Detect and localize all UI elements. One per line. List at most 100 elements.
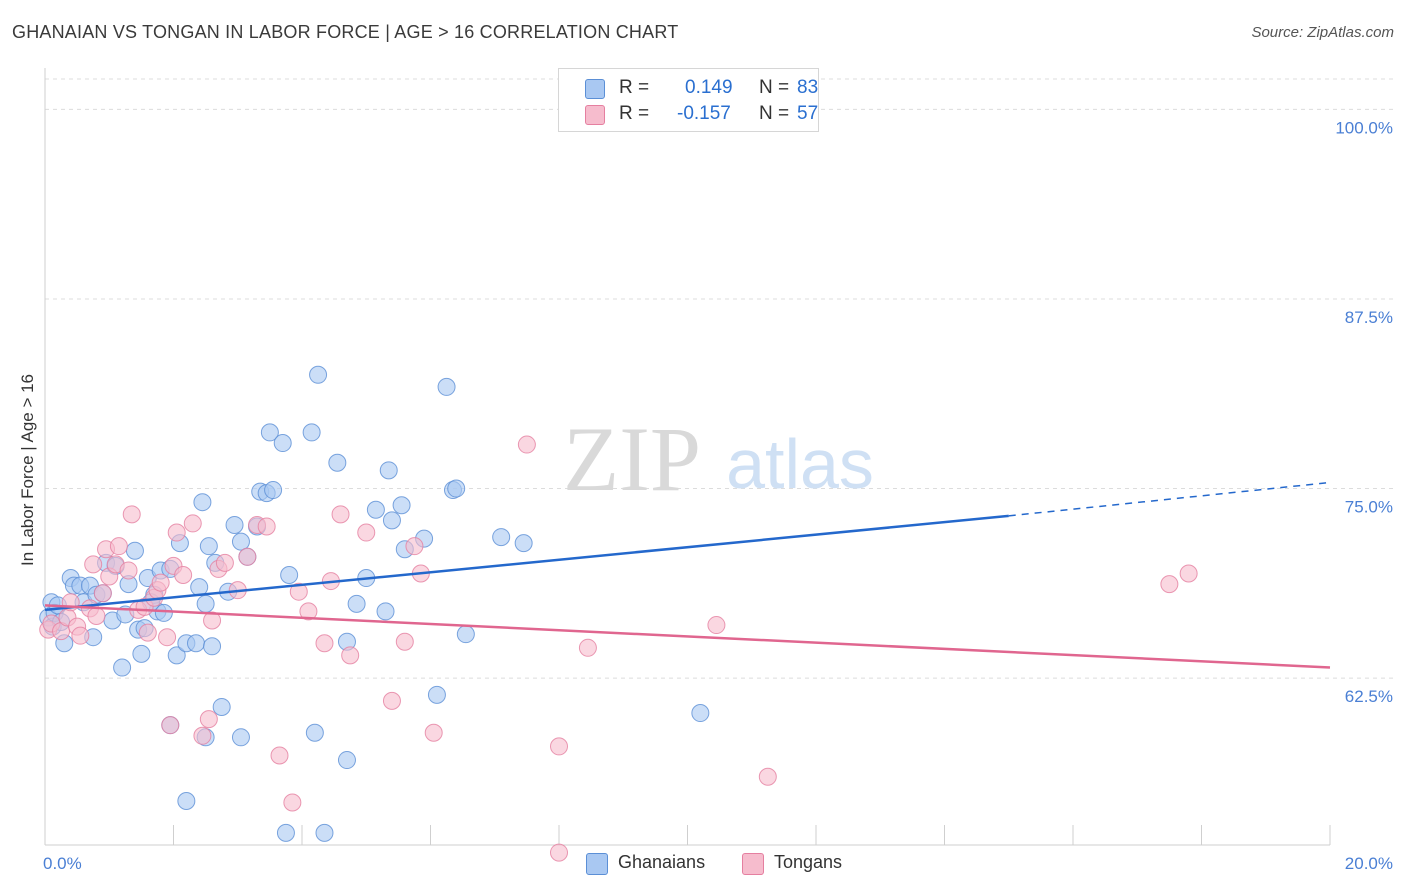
ghanaian-point (280, 566, 299, 585)
ghanaian-point (132, 644, 151, 663)
tongan-point (215, 553, 234, 572)
y-tick-label: 100.0% (1335, 118, 1393, 137)
tongan-point (299, 602, 318, 621)
ghanaian-point (231, 728, 250, 747)
tongan-point (331, 505, 350, 524)
legend-r-value: -0.157 (677, 103, 731, 124)
tongan-point (174, 566, 193, 585)
ghanaian-point (260, 423, 279, 442)
ghanaian-point (376, 602, 395, 621)
legend-n-label: N = (759, 103, 790, 124)
tongan-point (93, 584, 112, 603)
tongan-point (161, 716, 180, 735)
bottom-legend-label: Tongans (774, 852, 843, 872)
tongan-point (1179, 564, 1198, 583)
tongan-point (405, 537, 424, 556)
data-points (39, 365, 1198, 862)
tongan-point (758, 767, 777, 786)
ghanaian-trend-extension (1008, 481, 1331, 517)
bottom-legend-swatch-tongans (742, 853, 764, 875)
ghanaian-point (125, 541, 144, 560)
legend-r-value: 0.149 (685, 77, 733, 98)
ghanaian-point (514, 534, 533, 553)
ghanaian-trend-line (44, 514, 1009, 612)
ghanaian-point (196, 594, 215, 613)
ghanaian-point (264, 481, 283, 500)
ghanaian-point (177, 792, 196, 811)
ghanaian-point (492, 528, 511, 547)
ghanaian-point (193, 493, 212, 512)
y-axis-label: In Labor Force | Age > 16 (18, 373, 37, 566)
source-label: Source: ZipAtlas.com (1251, 24, 1394, 41)
chart-title: GHANAIAN VS TONGAN IN LABOR FORCE | AGE … (12, 22, 679, 42)
tongan-point (84, 555, 103, 574)
tongan-point (151, 573, 170, 592)
ghanaian-point (302, 423, 321, 442)
tongan-point (87, 606, 106, 625)
y-tick-label: 62.5% (1345, 687, 1393, 706)
legend-n-label: N = (759, 77, 790, 98)
tongan-point (550, 843, 568, 862)
tongan-point (122, 505, 141, 524)
tongan-point (71, 626, 90, 645)
ghanaian-point (379, 461, 398, 480)
watermark-zip: ZIP (563, 408, 701, 510)
ghanaian-point (167, 646, 186, 665)
ghanaian-point (186, 634, 205, 653)
y-tick-label: 75.0% (1345, 498, 1393, 517)
tongan-point (283, 793, 302, 812)
x-tick-label-min: 0.0% (43, 854, 82, 873)
tongan-point (199, 710, 218, 729)
tongan-point (289, 582, 308, 601)
legend-swatch-ghanaians (585, 79, 605, 99)
ghanaian-point (392, 496, 411, 515)
ghanaian-point (691, 704, 710, 723)
legend-n-value: 57 (797, 103, 819, 124)
ghanaian-point (231, 532, 250, 551)
tongan-point (1160, 575, 1179, 594)
ghanaian-point (309, 365, 328, 384)
tongan-point (119, 561, 138, 580)
tongan-point (238, 547, 257, 566)
ghanaian-point (382, 511, 401, 530)
bottom-legend-label: Ghanaians (618, 852, 706, 872)
correlation-legend: R = 0.149 N = 83 R = -0.157 N = 57 (558, 68, 819, 132)
tongan-point (183, 514, 202, 533)
tongan-point (109, 537, 128, 556)
tongan-point (550, 737, 568, 756)
ghanaian-point (212, 697, 231, 716)
ghanaian-point (199, 537, 218, 556)
tongan-trend-line (44, 604, 1331, 669)
ghanaian-point (347, 594, 366, 613)
tongan-point (257, 517, 276, 536)
ghanaian-point (427, 685, 446, 704)
legend-r-label: R = (619, 77, 650, 98)
ghanaian-point (276, 823, 295, 842)
tongan-point (167, 523, 186, 542)
tongan-point (203, 611, 222, 630)
watermark-atlas: atlas (726, 425, 874, 503)
ghanaian-point (315, 823, 334, 842)
tongan-point (382, 691, 401, 710)
ghanaian-point (456, 625, 475, 644)
ghanaian-point (113, 658, 132, 677)
ghanaian-point (273, 434, 292, 453)
watermark: ZIP atlas (563, 408, 874, 510)
axes (44, 68, 1331, 846)
tongan-point (138, 623, 157, 642)
y-tick-label: 87.5% (1345, 308, 1393, 327)
bottom-legend-swatch-ghanaians (586, 853, 608, 875)
ghanaian-point (225, 515, 244, 534)
tongan-point (578, 638, 597, 657)
ghanaian-point (447, 479, 466, 498)
tongan-point (315, 634, 334, 653)
tongan-point (424, 723, 443, 742)
legend-swatch-tongans (585, 105, 605, 125)
ghanaian-point (203, 637, 222, 656)
tongan-point (193, 726, 212, 745)
tongan-point (707, 616, 726, 635)
tongan-point (517, 435, 536, 454)
ghanaian-point (154, 603, 173, 622)
tongan-point (357, 523, 376, 542)
ghanaian-point (305, 723, 324, 742)
